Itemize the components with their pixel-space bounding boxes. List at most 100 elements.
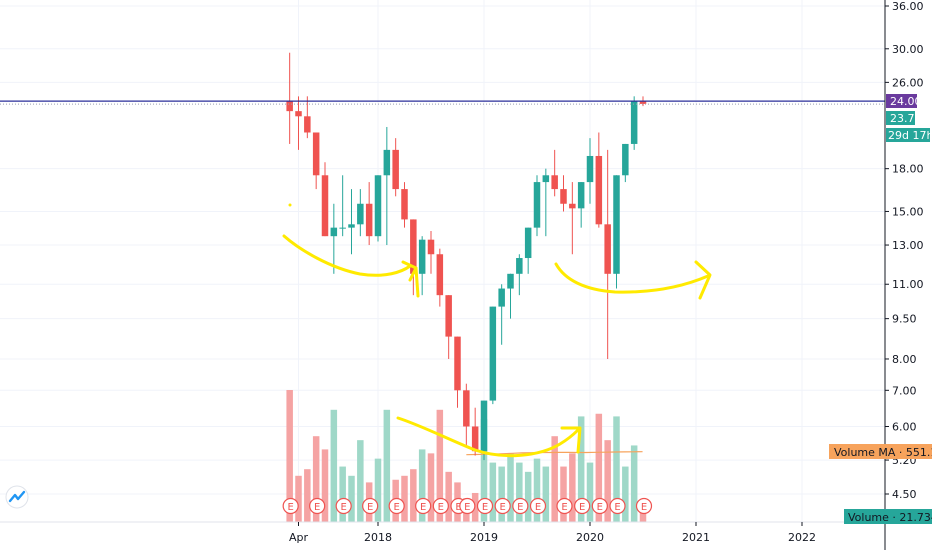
candle-body bbox=[445, 295, 452, 337]
candle-body bbox=[286, 101, 293, 112]
candle-body bbox=[383, 149, 391, 176]
price-tick-label: 15.00 bbox=[892, 205, 924, 218]
candle-body bbox=[401, 189, 408, 220]
candle-body bbox=[480, 400, 488, 452]
volume-bar bbox=[383, 409, 391, 522]
earnings-marker[interactable] bbox=[432, 497, 449, 515]
volume-bar bbox=[533, 458, 541, 522]
volume-bar bbox=[295, 475, 302, 522]
annotation-arrow-left bbox=[401, 260, 420, 298]
volume-bar bbox=[551, 436, 558, 522]
earnings-marker[interactable] bbox=[635, 497, 653, 515]
candle-body bbox=[542, 175, 550, 183]
volume-bar bbox=[401, 475, 408, 522]
tradingview-logo-icon[interactable] bbox=[5, 485, 29, 509]
candle-body bbox=[348, 224, 355, 228]
volume-bar bbox=[445, 471, 452, 522]
earnings-marker[interactable] bbox=[556, 497, 573, 515]
earnings-marker-label: E bbox=[464, 502, 470, 513]
earnings-marker-label: E bbox=[341, 502, 347, 513]
earnings-marker-label: E bbox=[614, 502, 620, 513]
earnings-marker[interactable] bbox=[529, 497, 547, 515]
annotation-curve-right bbox=[554, 262, 710, 294]
candle-body bbox=[586, 155, 594, 183]
volume-bar bbox=[622, 466, 629, 522]
candle-body bbox=[533, 182, 541, 228]
price-tick-label: 8.00 bbox=[892, 353, 917, 366]
earnings-marker[interactable] bbox=[282, 497, 299, 515]
candle-body bbox=[330, 227, 338, 237]
time-tick-label: 2021 bbox=[682, 531, 710, 544]
candle-body bbox=[321, 175, 329, 237]
volume-bar bbox=[312, 436, 320, 522]
volume-bar bbox=[348, 475, 355, 522]
volume-bar bbox=[516, 462, 523, 522]
candle-body bbox=[498, 288, 505, 307]
earnings-marker[interactable] bbox=[309, 497, 326, 515]
candle-body bbox=[639, 101, 647, 104]
volume-bar bbox=[286, 390, 293, 522]
volume-bar bbox=[639, 506, 647, 522]
volume-bar bbox=[560, 466, 567, 522]
volume-bar bbox=[507, 453, 514, 522]
volume-bar bbox=[524, 471, 532, 522]
earnings-marker-label: E bbox=[517, 502, 523, 513]
candle-body bbox=[463, 390, 470, 427]
earnings-marker[interactable] bbox=[494, 497, 511, 515]
earnings-marker[interactable] bbox=[574, 497, 591, 515]
earnings-marker[interactable] bbox=[388, 497, 405, 515]
price-tick-label: 6.00 bbox=[892, 420, 917, 433]
candle-body bbox=[524, 227, 532, 259]
time-tick-label: 2020 bbox=[576, 531, 604, 544]
bar-countdown-label: 29d 17h bbox=[888, 129, 932, 142]
earnings-marker-label: E bbox=[394, 502, 400, 513]
volume-bar bbox=[630, 445, 638, 522]
annotation-arrow-middle bbox=[560, 426, 582, 454]
volume-bar bbox=[542, 466, 550, 522]
candle-body bbox=[339, 227, 346, 229]
price-tick-label: 9.50 bbox=[892, 313, 917, 326]
candle-body bbox=[304, 116, 311, 133]
volume-bar bbox=[569, 453, 576, 522]
annotation-curve-middle bbox=[396, 416, 580, 458]
last-close-label: 23.72 bbox=[890, 112, 922, 125]
earnings-marker-label: E bbox=[420, 502, 426, 513]
price-tick-label: 36.00 bbox=[892, 0, 924, 13]
candle-body bbox=[410, 219, 417, 274]
earnings-marker[interactable] bbox=[591, 497, 608, 515]
earnings-marker[interactable] bbox=[335, 497, 352, 515]
volume-bar bbox=[339, 466, 346, 522]
candle-body bbox=[418, 239, 426, 274]
earnings-marker[interactable] bbox=[459, 497, 476, 515]
volume-bar bbox=[321, 449, 329, 522]
earnings-marker-label: E bbox=[367, 502, 373, 513]
candle-body bbox=[595, 155, 603, 225]
volume-bar bbox=[604, 440, 611, 522]
price-tick-label: 26.00 bbox=[892, 76, 924, 89]
annotation-curve-left bbox=[282, 234, 412, 277]
price-tick-label: 30.00 bbox=[892, 43, 924, 56]
volume-bar bbox=[418, 449, 426, 522]
earnings-marker-label: E bbox=[314, 502, 320, 513]
price-tick-label: 4.50 bbox=[892, 488, 917, 501]
earnings-marker[interactable] bbox=[609, 497, 626, 515]
earnings-marker-label: E bbox=[579, 502, 585, 513]
candlestick-series bbox=[286, 52, 647, 461]
time-tick-label: 2019 bbox=[470, 531, 498, 544]
earnings-marker[interactable] bbox=[512, 497, 529, 515]
time-axis[interactable]: Apr 2018 2019 2020 2021 2022 bbox=[289, 522, 816, 544]
earnings-marker[interactable] bbox=[362, 497, 379, 515]
volume-bar bbox=[427, 453, 435, 522]
candle-body bbox=[516, 258, 523, 274]
earnings-marker[interactable] bbox=[476, 497, 494, 515]
candle-body bbox=[577, 182, 585, 209]
earnings-marker-label: E bbox=[288, 502, 294, 513]
time-tick-label: 2022 bbox=[788, 531, 816, 544]
volume-bar bbox=[436, 409, 444, 522]
candle-body bbox=[622, 143, 629, 176]
candle-body bbox=[454, 336, 461, 391]
earnings-marker-label: E bbox=[641, 502, 647, 513]
price-tick-label: 11.00 bbox=[892, 278, 924, 291]
earnings-marker[interactable] bbox=[415, 497, 432, 515]
